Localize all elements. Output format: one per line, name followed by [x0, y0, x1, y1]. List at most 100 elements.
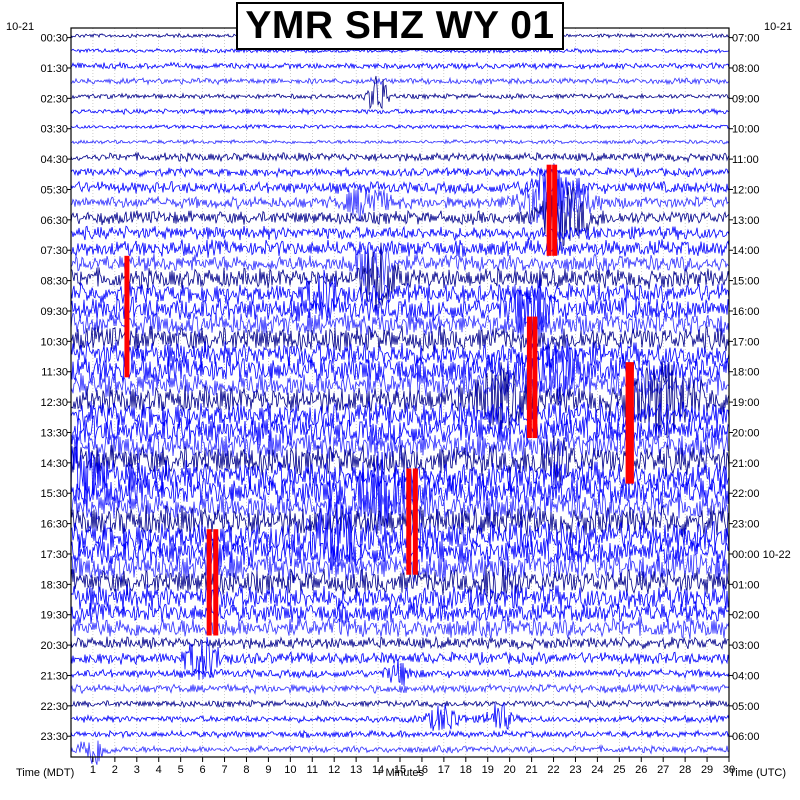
trace-row [70, 489, 730, 524]
trace-row [70, 340, 730, 369]
trace-row [70, 225, 730, 241]
right-tick-label: 07:00 [732, 33, 760, 45]
left-tick-label: 01:30 [40, 63, 68, 75]
x-tick-label: 13 [350, 764, 362, 776]
clipped-segment [526, 316, 532, 439]
x-tick-label: 20 [504, 764, 516, 776]
trace-row [70, 123, 730, 131]
clipped-segment [206, 529, 212, 636]
right-tick-label: 05:00 [732, 701, 760, 713]
right-tick-label: 04:00 [732, 670, 760, 682]
left-tick-label: 10:30 [40, 336, 68, 348]
right-tick-label: 22:00 [732, 488, 760, 500]
clipped-segment [124, 255, 130, 378]
left-axis-label: Time (MDT) [16, 767, 75, 779]
left-tick-label: 14:30 [40, 458, 68, 470]
left-tick-label: 08:30 [40, 276, 68, 288]
left-tick-label: 03:30 [40, 124, 68, 136]
trace-row [70, 151, 730, 164]
trace-row [70, 498, 730, 571]
trace-row [70, 551, 730, 584]
right-tick-label: 06:00 [732, 731, 760, 743]
x-tick-label: 26 [635, 764, 647, 776]
x-tick-label: 2 [112, 764, 118, 776]
right-tick-label: 13:00 [732, 215, 760, 227]
left-tick-label: 11:30 [41, 367, 68, 379]
date-left: 10-21 [6, 21, 35, 33]
trace-row [70, 400, 730, 430]
station-title: YMR SHZ WY 01 [245, 4, 555, 47]
x-tick-label: 27 [657, 764, 669, 776]
trace-row [70, 430, 730, 462]
trace-row [70, 368, 730, 399]
right-tick-label: 20:00 [732, 427, 760, 439]
trace-row [70, 179, 730, 234]
x-tick-label: 6 [200, 764, 206, 776]
x-tick-label: 23 [569, 764, 581, 776]
trace-row [70, 238, 730, 258]
trace-row [70, 537, 730, 568]
trace-row [70, 505, 730, 538]
clipped-segment [213, 529, 219, 636]
trace-row [70, 242, 730, 314]
trace-row [70, 186, 730, 251]
x-tick-label: 18 [460, 764, 472, 776]
right-tick-label: 18:00 [732, 367, 760, 379]
right-tick-label: 00:00 10-22 [732, 549, 791, 561]
x-tick-label: 8 [243, 764, 249, 776]
x-tick-label: 3 [134, 764, 140, 776]
trace-row [70, 415, 730, 446]
right-axis-label: Time (UTC) [729, 767, 787, 779]
right-tick-label: 19:00 [732, 397, 760, 409]
clipped-segment [552, 164, 558, 256]
trace-row [70, 560, 730, 602]
right-tick-label: 02:00 [732, 610, 760, 622]
x-tick-label: 29 [701, 764, 713, 776]
x-tick-label: 4 [156, 764, 162, 776]
right-tick-label: 11:00 [732, 154, 759, 166]
date-right: 10-21 [764, 21, 793, 33]
trace-row [70, 584, 730, 612]
left-tick-label: 23:30 [40, 731, 68, 743]
x-tick-label: 22 [547, 764, 559, 776]
left-tick-label: 09:30 [40, 306, 68, 318]
trace-row [70, 635, 730, 651]
x-tick-label: 12 [328, 764, 340, 776]
x-tick-label: 21 [525, 764, 537, 776]
trace-row [70, 637, 730, 680]
trace-row [70, 107, 730, 116]
left-tick-label: 00:30 [40, 33, 68, 45]
clipped-segment [406, 468, 412, 575]
x-tick-label: 16 [416, 764, 428, 776]
trace-row [70, 699, 730, 709]
trace-row [70, 61, 730, 71]
trace-row [70, 245, 730, 286]
x-tick-label: 9 [265, 764, 271, 776]
right-tick-label: 01:00 [732, 579, 760, 591]
x-tick-label: 15 [394, 764, 406, 776]
bottom-axis-label: + Minutes [376, 767, 424, 779]
right-tick-label: 15:00 [732, 276, 760, 288]
right-tick-label: 21:00 [732, 458, 760, 470]
left-tick-label: 13:30 [40, 427, 68, 439]
left-tick-label: 18:30 [40, 579, 68, 591]
left-tick-label: 19:30 [40, 610, 68, 622]
left-tick-label: 07:30 [40, 245, 68, 257]
clipped-segment [532, 316, 538, 439]
left-tick-label: 12:30 [40, 397, 68, 409]
trace-row [71, 75, 730, 110]
trace-row [70, 47, 730, 54]
x-tick-label: 5 [178, 764, 184, 776]
trace-row [70, 701, 730, 731]
x-tick-label: 30 [723, 764, 735, 776]
clipped-segment [546, 164, 552, 256]
right-tick-label: 09:00 [732, 93, 760, 105]
trace-row [70, 163, 730, 210]
right-tick-label: 23:00 [732, 519, 760, 531]
clipped-segment [412, 468, 418, 575]
trace-row [70, 615, 730, 640]
trace-row [70, 138, 730, 146]
left-tick-label: 05:30 [40, 184, 68, 196]
trace-row [70, 682, 730, 695]
left-tick-label: 04:30 [40, 154, 68, 166]
